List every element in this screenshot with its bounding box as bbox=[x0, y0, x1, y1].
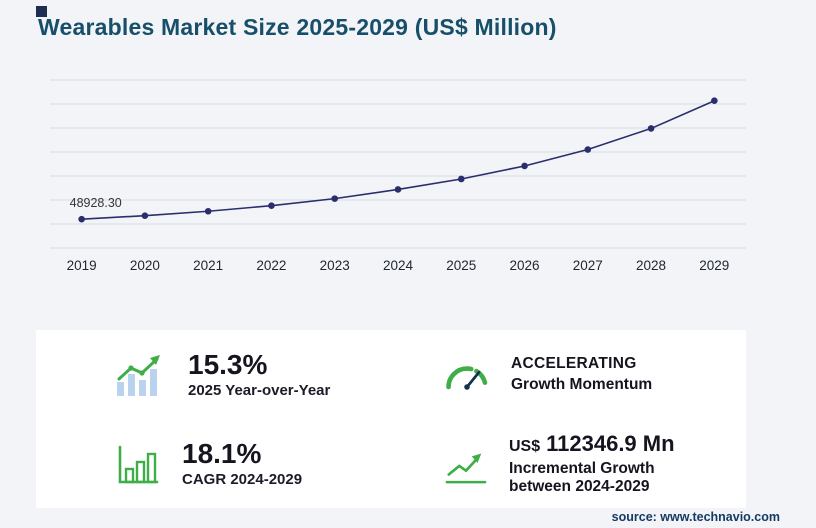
x-axis-label: 2023 bbox=[319, 258, 350, 273]
source-text: source: www.technavio.com bbox=[611, 510, 780, 524]
incremental-line2: between 2024-2029 bbox=[509, 478, 650, 495]
stat-yoy-text: 15.3% 2025 Year-over-Year bbox=[188, 348, 331, 400]
x-axis-label: 2029 bbox=[699, 258, 730, 273]
x-axis-label: 2026 bbox=[509, 258, 540, 273]
page-title: Wearables Market Size 2025-2029 (US$ Mil… bbox=[38, 14, 557, 40]
corner-accent bbox=[36, 6, 47, 17]
stat-cagr-text: 18.1% CAGR 2024-2029 bbox=[182, 437, 303, 489]
market-chart-svg: 48928.30 bbox=[50, 79, 746, 249]
bar-chart-outline-icon bbox=[114, 440, 162, 488]
x-axis-labels: 2019 2020 2021 2022 2023 2024 2025 2026 2027 2028… bbox=[50, 258, 746, 273]
stats-card: 15.3% 2025 Year-over-Year ACCELERATING G… bbox=[36, 330, 746, 508]
incremental-currency: US$ bbox=[509, 438, 541, 455]
stat-momentum: ACCELERATING Growth Momentum bbox=[391, 330, 746, 419]
momentum-line1: ACCELERATING bbox=[511, 355, 637, 372]
bar-chart-growth-icon bbox=[114, 352, 168, 398]
yoy-value: 15.3% bbox=[188, 348, 268, 380]
stat-yoy: 15.3% 2025 Year-over-Year bbox=[36, 330, 391, 419]
x-axis-label: 2025 bbox=[446, 258, 477, 273]
market-size-chart: 48928.30 2019 2020 2021 2022 2023 2024 2025 202… bbox=[50, 74, 746, 273]
stat-incremental-text: US$ 112346.9 Mn Incremental Growth betwe… bbox=[509, 431, 675, 496]
svg-text:48928.30: 48928.30 bbox=[70, 196, 122, 210]
stat-incremental: US$ 112346.9 Mn Incremental Growth betwe… bbox=[391, 419, 746, 508]
x-axis-label: 2020 bbox=[129, 258, 160, 273]
cagr-value: 18.1% bbox=[182, 437, 262, 469]
x-axis-label: 2022 bbox=[256, 258, 287, 273]
momentum-line2: Growth Momentum bbox=[511, 376, 653, 393]
speedometer-icon bbox=[443, 358, 491, 392]
incremental-line1: Incremental Growth bbox=[509, 460, 655, 477]
yoy-label: 2025 Year-over-Year bbox=[188, 382, 331, 400]
stat-momentum-text: ACCELERATING Growth Momentum bbox=[511, 355, 652, 394]
x-axis-label: 2021 bbox=[193, 258, 224, 273]
stat-cagr: 18.1% CAGR 2024-2029 bbox=[36, 419, 391, 508]
cagr-label: CAGR 2024-2029 bbox=[182, 471, 303, 489]
incremental-value-line: US$ 112346.9 Mn bbox=[509, 431, 675, 457]
x-axis-label: 2027 bbox=[572, 258, 603, 273]
growth-line-icon bbox=[443, 442, 489, 486]
incremental-amount: 112346.9 Mn bbox=[546, 431, 675, 456]
x-axis-label: 2024 bbox=[382, 258, 413, 273]
x-axis-label: 2028 bbox=[636, 258, 667, 273]
x-axis-label: 2019 bbox=[66, 258, 97, 273]
